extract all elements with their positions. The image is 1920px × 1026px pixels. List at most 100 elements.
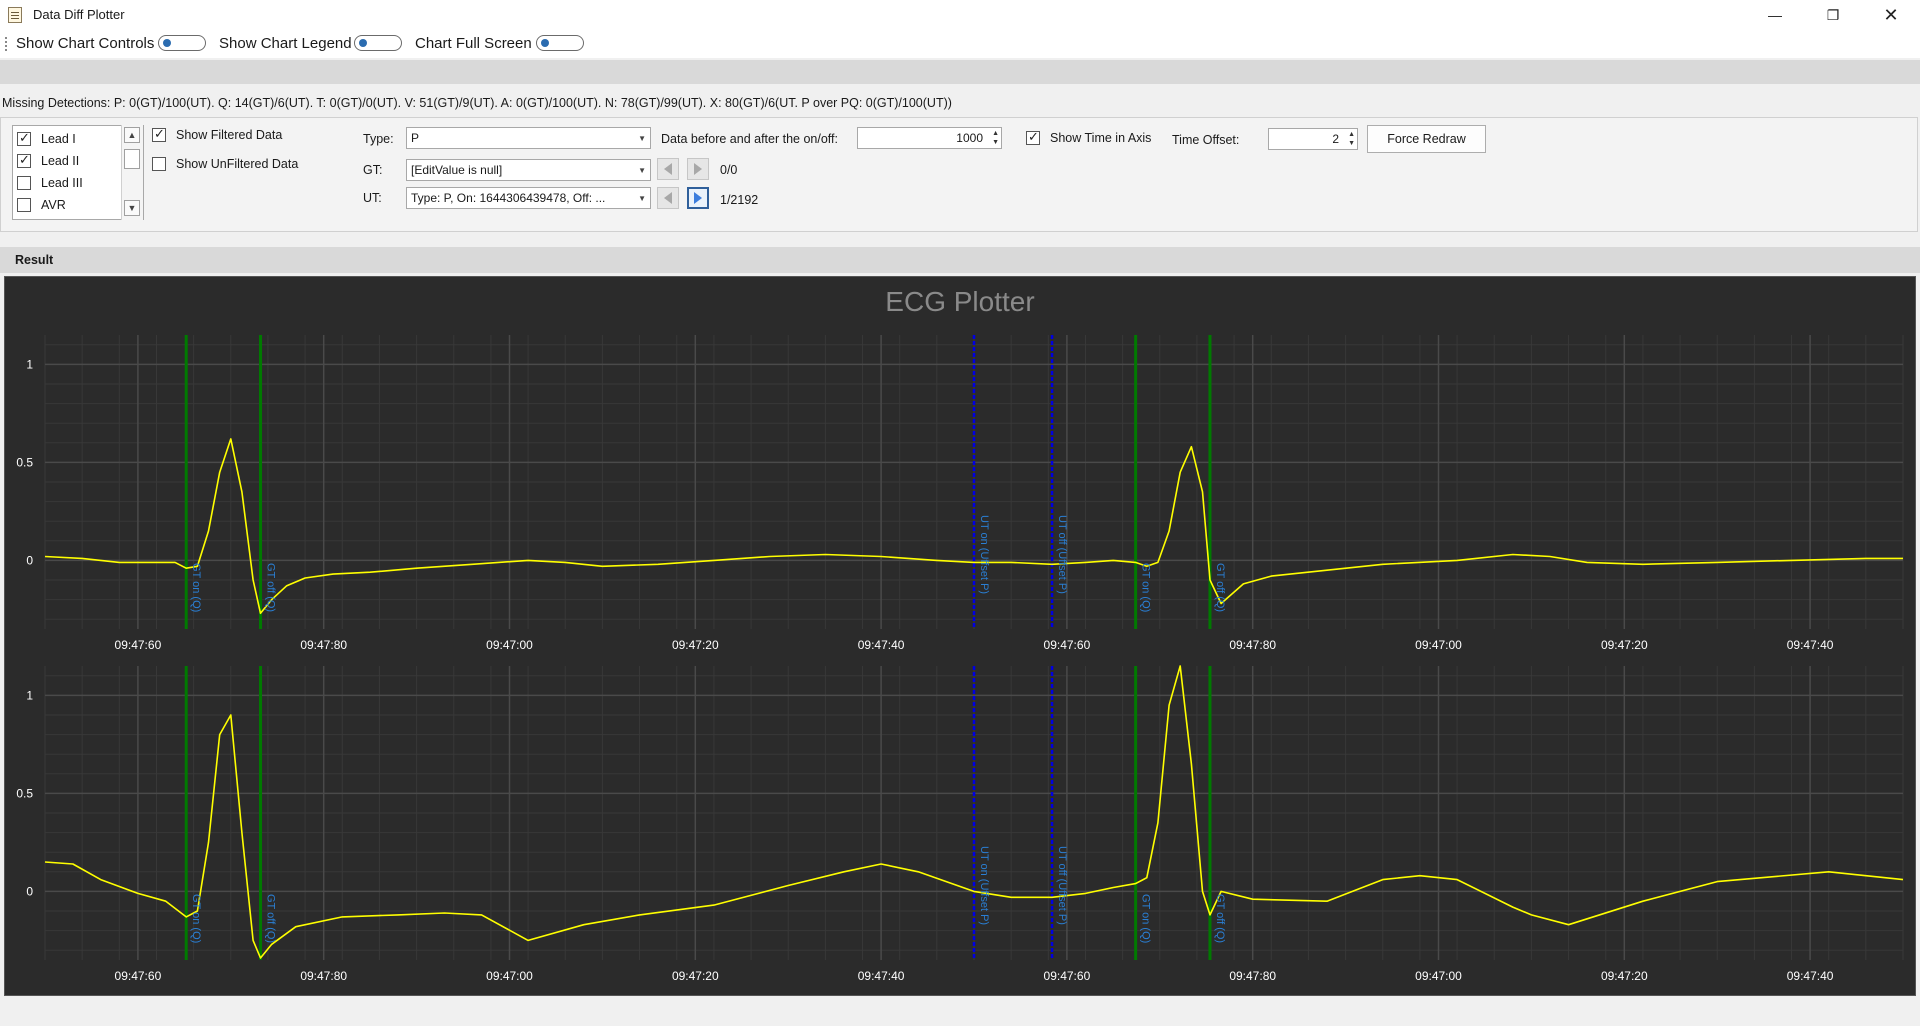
type-label: Type: bbox=[363, 132, 394, 146]
show-time-axis-label: Show Time in Axis bbox=[1050, 131, 1152, 145]
spinner-arrows-icon[interactable]: ▲ ▼ bbox=[1348, 131, 1355, 147]
y-tick-label: 0.5 bbox=[16, 455, 33, 469]
ut-counter: 1/2192 bbox=[720, 193, 759, 207]
show-filtered-option[interactable]: Show Filtered Data bbox=[152, 126, 282, 142]
avr-label: AVR bbox=[41, 198, 66, 212]
chevron-down-icon: ▼ bbox=[638, 194, 646, 203]
bottom-strip bbox=[0, 1000, 1920, 1026]
lead-item-lead-iii[interactable]: Lead III bbox=[17, 173, 83, 193]
force-redraw-button[interactable]: Force Redraw bbox=[1367, 125, 1486, 153]
marker-label: UT off (Uffset P) bbox=[1056, 515, 1068, 594]
x-tick-label: 09:47:60 bbox=[115, 638, 162, 652]
title-bar bbox=[0, 0, 1920, 30]
lead-iii-label: Lead III bbox=[41, 176, 83, 190]
x-tick-label: 09:47:20 bbox=[1601, 638, 1648, 652]
y-tick-label: 0.5 bbox=[16, 786, 33, 800]
scroll-down-icon[interactable]: ▼ bbox=[124, 200, 140, 216]
ut-select[interactable]: Type: P, On: 1644306439478, Off: ... ▼ bbox=[406, 187, 651, 209]
show-unfiltered-option[interactable]: Show UnFiltered Data bbox=[152, 157, 298, 171]
marker-label: GT off (Q) bbox=[1214, 563, 1226, 612]
lead-item-lead-i[interactable]: Lead I bbox=[17, 129, 76, 149]
ecg-chart-svg[interactable]: ECG Plotter 09:47:60 09:47:80 09:47:00 09:47… bbox=[5, 277, 1915, 995]
x-tick-label: 09:47:20 bbox=[672, 638, 719, 652]
scroll-up-icon[interactable]: ▲ bbox=[124, 127, 140, 143]
gt-select[interactable]: [EditValue is null] ▼ bbox=[406, 159, 651, 181]
x-tick-label: 09:47:40 bbox=[1787, 638, 1834, 652]
marker-label: GT on (Q) bbox=[1140, 563, 1152, 612]
show-filtered-checkbox[interactable] bbox=[152, 126, 166, 142]
time-offset-value: 2 bbox=[1332, 132, 1339, 146]
arrow-left-icon bbox=[664, 163, 672, 175]
show-chart-legend-toggle[interactable] bbox=[354, 35, 402, 51]
lead-ii-checkbox[interactable] bbox=[17, 152, 31, 168]
gt-label: GT: bbox=[363, 163, 383, 177]
ut-value: Type: P, On: 1644306439478, Off: ... bbox=[411, 191, 606, 205]
type-select[interactable]: P ▼ bbox=[406, 127, 651, 149]
lead-item-lead-ii[interactable]: Lead II bbox=[17, 151, 79, 171]
x-tick-label: 09:47:80 bbox=[1229, 969, 1276, 983]
y-tick-label: 0 bbox=[26, 553, 33, 567]
marker-label: GT on (Q) bbox=[190, 894, 202, 943]
x-tick-label: 09:47:60 bbox=[115, 969, 162, 983]
gt-prev-button[interactable] bbox=[657, 158, 679, 180]
marker-label: UT on (Uffset P) bbox=[978, 846, 990, 925]
x-tick-label: 09:47:80 bbox=[1229, 638, 1276, 652]
ecg-chart[interactable]: ECG Plotter 09:47:60 09:47:80 09:47:00 09:47… bbox=[4, 276, 1916, 996]
gt-next-button[interactable] bbox=[687, 158, 709, 180]
time-offset-label: Time Offset: bbox=[1172, 133, 1240, 147]
lead-list-scrollbar[interactable]: ▲ ▼ bbox=[121, 125, 143, 220]
lead-i-checkbox[interactable] bbox=[17, 130, 31, 146]
lead-iii-checkbox[interactable] bbox=[17, 176, 31, 190]
marker-label: GT off (Q) bbox=[265, 563, 277, 612]
toolbar-grip-icon[interactable] bbox=[5, 37, 7, 51]
restore-button[interactable]: ❐ bbox=[1810, 0, 1856, 30]
type-value: P bbox=[411, 131, 420, 145]
y-tick-label: 0 bbox=[26, 884, 33, 898]
x-tick-label: 09:47:20 bbox=[1601, 969, 1648, 983]
minimize-button[interactable]: — bbox=[1752, 0, 1798, 30]
toggle-knob bbox=[359, 39, 367, 47]
result-header bbox=[0, 247, 1920, 273]
chevron-down-icon: ▼ bbox=[638, 166, 646, 175]
lead-item-avr[interactable]: AVR bbox=[17, 195, 66, 215]
y-tick-label: 1 bbox=[26, 688, 33, 702]
scroll-thumb[interactable] bbox=[124, 149, 140, 169]
y-tick-label: 1 bbox=[26, 357, 33, 371]
marker-label: UT off (Uffset P) bbox=[1056, 846, 1068, 925]
x-tick-label: 09:47:00 bbox=[1415, 638, 1462, 652]
x-tick-label: 09:47:80 bbox=[300, 638, 347, 652]
show-time-axis-checkbox[interactable] bbox=[1026, 129, 1040, 145]
spinner-arrows-icon[interactable]: ▲ ▼ bbox=[992, 130, 999, 146]
chart-full-screen-label: Chart Full Screen bbox=[415, 35, 532, 52]
ut-label: UT: bbox=[363, 191, 382, 205]
before-after-spinner[interactable]: 1000 ▲ ▼ bbox=[857, 127, 1002, 149]
show-chart-controls-toggle[interactable] bbox=[158, 35, 206, 51]
show-unfiltered-checkbox[interactable] bbox=[152, 157, 166, 171]
missing-detections-text: Missing Detections: P: 0(GT)/100(UT). Q:… bbox=[2, 96, 952, 110]
x-tick-label: 09:47:60 bbox=[1044, 969, 1091, 983]
marker-label: UT on (Uffset P) bbox=[978, 515, 990, 594]
avr-checkbox[interactable] bbox=[17, 198, 31, 212]
ut-prev-button[interactable] bbox=[657, 187, 679, 209]
x-tick-label: 09:47:40 bbox=[858, 638, 905, 652]
window-title: Data Diff Plotter bbox=[33, 7, 125, 22]
chart-full-screen-toggle[interactable] bbox=[536, 35, 584, 51]
time-offset-spinner[interactable]: 2 ▲ ▼ bbox=[1268, 128, 1358, 150]
ut-next-button[interactable] bbox=[687, 187, 709, 209]
x-tick-label: 09:47:20 bbox=[672, 969, 719, 983]
separator-band bbox=[0, 60, 1920, 84]
x-tick-label: 09:47:00 bbox=[486, 638, 533, 652]
x-tick-label: 09:47:00 bbox=[1415, 969, 1462, 983]
x-tick-label: 09:47:40 bbox=[858, 969, 905, 983]
close-button[interactable]: ✕ bbox=[1868, 0, 1914, 30]
arrow-right-icon bbox=[694, 192, 702, 204]
ecg-signal-line bbox=[44, 438, 1903, 615]
lead-ii-label: Lead II bbox=[41, 154, 80, 168]
marker-label: GT off (Q) bbox=[265, 894, 277, 943]
marker-label: GT on (Q) bbox=[1140, 894, 1152, 943]
show-time-axis-option[interactable]: Show Time in Axis bbox=[1026, 129, 1152, 145]
lead-i-label: Lead I bbox=[41, 132, 76, 146]
chevron-down-icon: ▼ bbox=[638, 134, 646, 143]
before-after-value: 1000 bbox=[956, 131, 983, 145]
app-icon bbox=[8, 7, 22, 23]
